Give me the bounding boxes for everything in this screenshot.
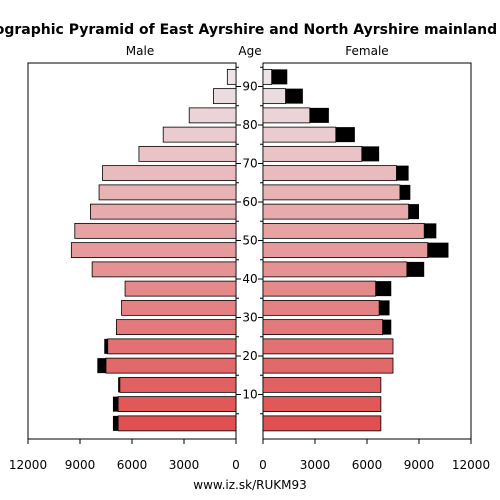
chart-title: Demographic Pyramid of East Ayrshire and… bbox=[0, 22, 500, 38]
left-x-tick-label: 0 bbox=[232, 458, 240, 472]
female-excess-90+ bbox=[271, 69, 288, 85]
female-bar-70-74 bbox=[262, 145, 363, 162]
male-excess-20-24 bbox=[104, 338, 108, 354]
female-excess-45-49 bbox=[427, 242, 449, 258]
male-bar-90+ bbox=[226, 68, 237, 85]
female-bar-15-19 bbox=[262, 357, 394, 374]
female-bar-65-69 bbox=[262, 165, 397, 182]
female-bar-35-39 bbox=[262, 280, 377, 297]
male-bar-75-79 bbox=[162, 126, 237, 143]
female-bar-10-14 bbox=[262, 376, 382, 393]
male-bar-35-39 bbox=[124, 280, 237, 297]
age-tick-label: 30 bbox=[242, 311, 257, 325]
female-excess-85-89 bbox=[285, 88, 303, 104]
female-excess-40-44 bbox=[406, 261, 425, 277]
female-bar-30-34 bbox=[262, 299, 380, 316]
age-tick-label: 40 bbox=[242, 272, 257, 286]
female-bar-85-89 bbox=[262, 88, 286, 105]
x-axis: 12000 9000 6000 3000 0 0 3000 6000 9000 12000 bbox=[9, 439, 490, 472]
female-excess-50-54 bbox=[424, 223, 437, 239]
male-bars bbox=[70, 68, 237, 432]
female-excess-30-34 bbox=[379, 300, 390, 316]
female-excess-80-84 bbox=[309, 107, 329, 123]
male-excess-10-14 bbox=[118, 377, 120, 393]
source-label: www.iz.sk/RUKM93 bbox=[193, 478, 306, 492]
male-bar-5-9 bbox=[117, 396, 237, 413]
female-bar-90+ bbox=[262, 68, 273, 85]
left-x-tick-label: 6000 bbox=[117, 458, 148, 472]
female-excess-70-74 bbox=[361, 146, 380, 162]
male-excess-15-19 bbox=[97, 358, 106, 374]
female-excess-75-79 bbox=[335, 127, 355, 143]
right-x-tick-label: 3000 bbox=[300, 458, 331, 472]
female-bar-55-59 bbox=[262, 203, 410, 220]
right-x-tick-label: 6000 bbox=[352, 458, 383, 472]
male-excess-0-4 bbox=[112, 415, 119, 431]
male-bar-40-44 bbox=[91, 261, 237, 278]
age-tick-label: 90 bbox=[242, 80, 257, 94]
female-excess-65-69 bbox=[396, 165, 409, 181]
age-tick-label: 80 bbox=[242, 118, 257, 132]
female-bar-25-29 bbox=[262, 319, 383, 336]
female-excess-25-29 bbox=[382, 319, 392, 335]
female-excess-60-64 bbox=[399, 184, 411, 200]
male-bar-10-14 bbox=[119, 376, 237, 393]
male-label: Male bbox=[126, 44, 154, 58]
left-x-tick-label: 12000 bbox=[9, 458, 47, 472]
female-excess-35-39 bbox=[375, 281, 392, 297]
male-bar-60-64 bbox=[98, 184, 237, 201]
male-bar-15-19 bbox=[105, 357, 237, 374]
female-bars bbox=[262, 68, 449, 432]
male-bar-0-4 bbox=[117, 415, 237, 432]
age-label: Age bbox=[238, 44, 261, 58]
male-bar-30-34 bbox=[121, 299, 237, 316]
male-bar-65-69 bbox=[102, 165, 237, 182]
male-bar-85-89 bbox=[213, 88, 237, 105]
left-x-tick-label: 9000 bbox=[65, 458, 96, 472]
male-excess-5-9 bbox=[112, 396, 119, 412]
female-bar-45-49 bbox=[262, 242, 429, 259]
age-tick-label: 10 bbox=[242, 388, 257, 402]
left-x-tick-label: 3000 bbox=[169, 458, 200, 472]
female-excess-55-59 bbox=[408, 204, 419, 220]
age-tick-label: 70 bbox=[242, 157, 257, 171]
right-x-tick-label: 12000 bbox=[452, 458, 490, 472]
female-bar-0-4 bbox=[262, 415, 382, 432]
male-bar-80-84 bbox=[188, 107, 237, 124]
age-tick-label: 50 bbox=[242, 234, 257, 248]
male-bar-70-74 bbox=[138, 145, 237, 162]
female-label: Female bbox=[345, 44, 388, 58]
female-bar-75-79 bbox=[262, 126, 337, 143]
female-bar-40-44 bbox=[262, 261, 408, 278]
female-bar-80-84 bbox=[262, 107, 311, 124]
female-bar-50-54 bbox=[262, 222, 425, 239]
male-bar-50-54 bbox=[74, 222, 237, 239]
male-bar-55-59 bbox=[90, 203, 237, 220]
age-tick-label: 20 bbox=[242, 349, 257, 363]
female-bar-5-9 bbox=[262, 396, 382, 413]
female-bar-20-24 bbox=[262, 338, 394, 355]
male-bar-45-49 bbox=[70, 242, 237, 259]
male-bar-25-29 bbox=[116, 319, 237, 336]
age-axis: 10 20 30 40 50 60 70 80 90 bbox=[236, 66, 263, 415]
age-tick-label: 60 bbox=[242, 195, 257, 209]
female-bar-60-64 bbox=[262, 184, 401, 201]
male-bar-20-24 bbox=[107, 338, 237, 355]
right-x-tick-label: 0 bbox=[259, 458, 267, 472]
right-x-tick-label: 9000 bbox=[404, 458, 435, 472]
